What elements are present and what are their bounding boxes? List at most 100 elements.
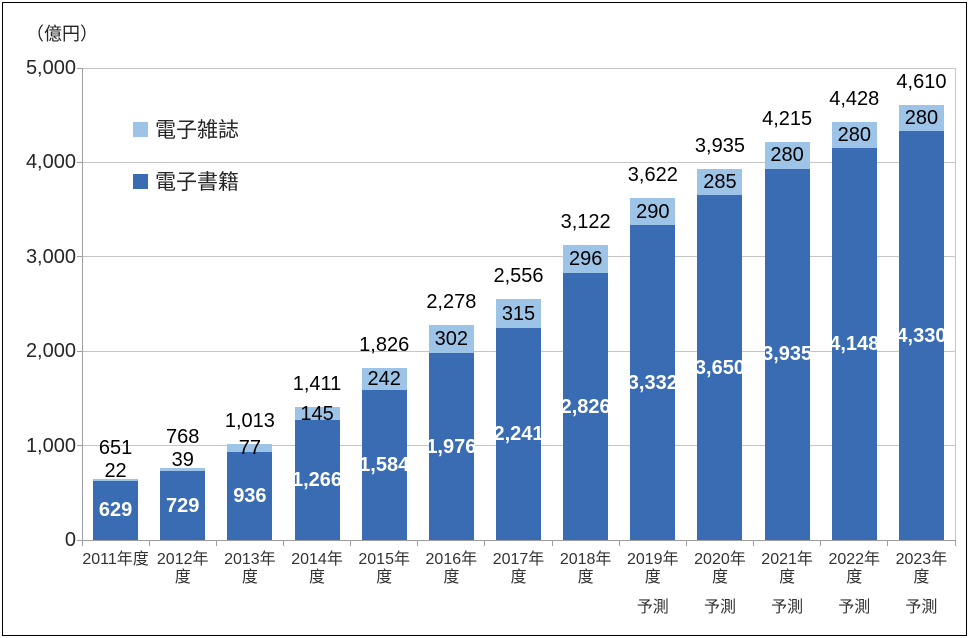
bar-segment-emagazine-2022 (831, 121, 877, 149)
x-axis-label-year-2018: 2018年度 (559, 551, 612, 586)
label-ebook-value-2019: 3,332 (627, 371, 678, 394)
x-axis-label-2012: 2012年度 (149, 551, 216, 587)
label-total-value-2022: 4,428 (829, 87, 880, 110)
bar-segment-ebook-2016 (428, 353, 474, 540)
gridline-3000 (82, 256, 955, 258)
label-total-value-2016: 2,278 (426, 290, 477, 313)
x-axis-tick-9 (685, 540, 687, 546)
y-axis-tick-label-5000: 5,000 (25, 57, 76, 79)
x-axis-tick-4 (350, 540, 352, 546)
label-emagazine-value-2015: 242 (367, 368, 401, 391)
x-axis-label-year-2019: 2019年度 (626, 551, 679, 586)
x-axis-tick-6 (484, 540, 486, 546)
label-total-value-2013: 1,013 (224, 410, 275, 433)
label-emagazine-value-2013: 77 (238, 437, 261, 459)
label-emagazine-value-2012: 39 (171, 448, 194, 471)
label-ebook-value-2011: 629 (98, 499, 133, 522)
y-axis-tick-label-4000: 4,000 (25, 151, 76, 174)
x-axis-label-forecast-2023: 予測 (905, 599, 938, 616)
x-axis-label-year-2015: 2015年度 (358, 551, 410, 586)
label-total-value-2023: 4,610 (896, 70, 947, 93)
y-axis-tick-5000 (77, 67, 82, 69)
x-axis-label-forecast-2020: 予測 (703, 599, 736, 616)
bar-segment-ebook-2011 (93, 480, 139, 540)
legend-swatch-emagazine-icon (133, 121, 148, 137)
label-total-value-2021: 4,215 (762, 108, 813, 131)
x-axis-label-2013: 2013年度 (216, 551, 283, 587)
label-total-value-2015: 1,826 (359, 333, 410, 356)
x-axis-tick-8 (618, 540, 620, 546)
label-ebook-value-2021: 3,935 (762, 343, 813, 366)
label-ebook-value-2017: 2,241 (493, 423, 544, 446)
bar-segment-emagazine-2016 (428, 324, 474, 354)
label-ebook-value-2015: 1,584 (359, 454, 410, 477)
x-axis-label-forecast-2022: 予測 (838, 599, 871, 616)
y-axis-tick-1000 (77, 445, 82, 447)
x-axis-label-year-2011: 2011年度 (82, 551, 149, 568)
x-axis-label-2018: 2018年度 (552, 551, 619, 587)
x-axis-tick-1 (148, 540, 150, 546)
x-axis-label-2014: 2014年度 (283, 551, 350, 587)
label-emagazine-value-2016: 302 (434, 328, 469, 351)
label-emagazine-value-2019: 290 (636, 200, 670, 223)
x-axis-label-2016: 2016年度 (418, 551, 485, 587)
x-axis-tick-7 (551, 540, 553, 546)
bar-segment-emagazine-2012 (160, 467, 206, 472)
label-ebook-value-2014: 1,266 (292, 469, 343, 492)
y-axis-line (82, 68, 83, 541)
label-ebook-value-2020: 3,650 (694, 356, 745, 379)
bar-segment-ebook-2013 (227, 451, 273, 540)
label-total-value-2014: 1,411 (292, 372, 342, 395)
x-axis-label-year-2012: 2012年度 (156, 551, 209, 586)
x-axis-tick-0 (81, 540, 83, 546)
bar-segment-ebook-2022 (831, 148, 877, 540)
bar-segment-ebook-2023 (898, 131, 944, 540)
bar-segment-ebook-2014 (294, 420, 340, 540)
x-axis-label-year-2023: 2023年度 (895, 551, 948, 586)
y-axis-tick-label-2000: 2,000 (25, 340, 76, 363)
label-emagazine-value-2023: 280 (904, 107, 939, 130)
label-emagazine-value-2018: 296 (568, 248, 603, 271)
label-total-value-2018: 3,122 (560, 211, 611, 234)
legend-swatch-ebook-icon (133, 173, 148, 189)
x-axis-tick-10 (753, 540, 755, 546)
x-axis-label-year-2020: 2020年度 (694, 551, 746, 586)
bar-segment-emagazine-2013 (227, 444, 273, 452)
x-axis-tick-13 (954, 540, 956, 546)
x-axis-tick-3 (282, 540, 284, 546)
label-ebook-value-2012: 729 (166, 494, 200, 517)
gridline-4000 (82, 161, 955, 163)
bar-segment-emagazine-2018 (563, 245, 609, 274)
x-axis-label-forecast-2019: 予測 (636, 599, 669, 616)
x-axis-label-year-2021: 2021年度 (761, 551, 813, 586)
x-axis-label-year-2014: 2014年度 (291, 551, 343, 586)
x-axis-line (77, 540, 956, 541)
x-axis-label-forecast-2021: 予測 (771, 599, 804, 616)
label-total-value-2020: 3,935 (694, 134, 745, 157)
label-ebook-value-2016: 1,976 (426, 435, 477, 458)
bar-segment-emagazine-2020 (697, 168, 743, 196)
x-axis-label-year-2013: 2013年度 (224, 551, 276, 586)
bar-segment-ebook-2012 (160, 471, 206, 540)
x-axis-label-year-2017: 2017年度 (492, 551, 545, 586)
label-total-value-2017: 2,556 (493, 264, 544, 287)
x-axis-label-2023: 2023年度予測 (888, 551, 955, 617)
label-ebook-value-2018: 2,826 (560, 395, 611, 418)
gridline-5000 (82, 67, 955, 69)
label-ebook-value-2022: 4,148 (829, 333, 880, 356)
x-axis-label-year-2016: 2016年度 (425, 551, 478, 586)
bar-segment-ebook-2021 (764, 168, 810, 540)
x-axis-label-2017: 2017年度 (485, 551, 552, 587)
bar-segment-ebook-2019 (630, 225, 676, 540)
bar-segment-ebook-2017 (496, 328, 541, 540)
x-axis-tick-11 (820, 540, 822, 546)
bar-segment-emagazine-2014 (294, 406, 340, 421)
y-axis-tick-label-0: 0 (64, 529, 76, 551)
legend-item-emagazine: 電子雑誌 (133, 114, 239, 144)
y-axis-tick-2000 (77, 350, 82, 352)
label-emagazine-value-2022: 280 (837, 124, 871, 147)
label-total-value-2019: 3,622 (627, 164, 678, 187)
x-axis-tick-5 (417, 540, 419, 546)
bar-segment-emagazine-2015 (361, 367, 407, 391)
